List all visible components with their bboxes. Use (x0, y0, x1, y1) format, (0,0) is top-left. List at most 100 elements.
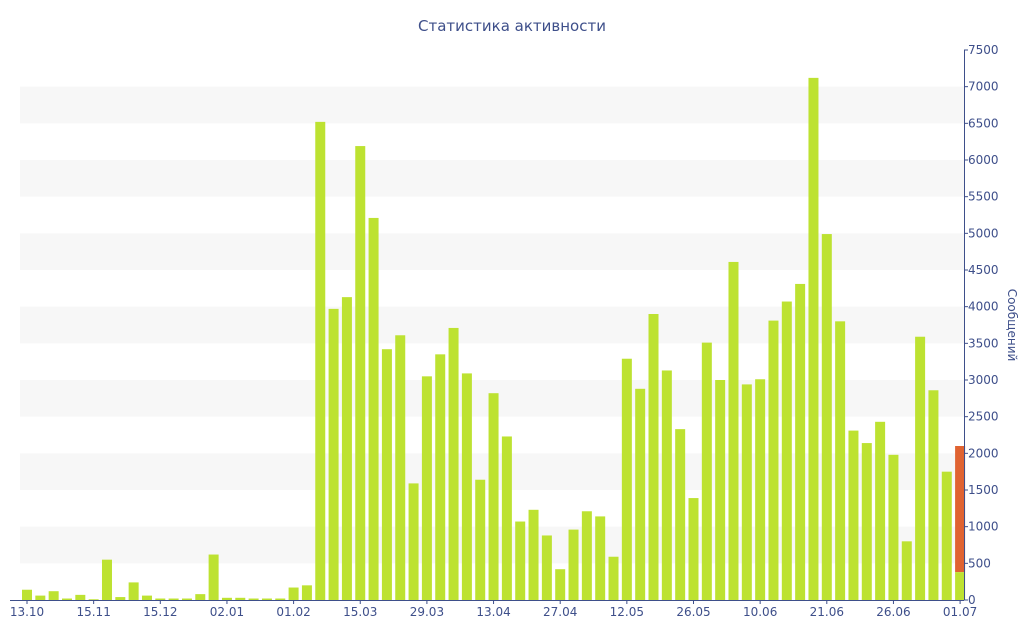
grid-band (20, 306, 964, 344)
x-tick-label: 10.06 (743, 605, 777, 619)
bar (941, 471, 952, 600)
y-tick-label: 0 (968, 593, 976, 607)
grid-band (20, 233, 964, 270)
bar (101, 559, 112, 600)
bar (595, 516, 606, 600)
bar (741, 384, 752, 600)
x-tick-label: 15.11 (76, 605, 110, 619)
bar (821, 234, 832, 601)
grid-bands (20, 86, 964, 564)
bar (195, 594, 206, 600)
bar (88, 599, 99, 600)
y-tick-label: 2500 (968, 410, 999, 424)
bar (781, 301, 792, 600)
x-tick-label: 13.10 (10, 605, 44, 619)
bar (581, 511, 592, 600)
bar (235, 597, 246, 600)
x-tick-label: 12.05 (610, 605, 644, 619)
bar (701, 342, 712, 600)
bar-highlight (955, 446, 966, 573)
bar (315, 121, 326, 600)
bar (528, 509, 539, 600)
bar (48, 591, 59, 600)
x-tick-label: 26.05 (676, 605, 710, 619)
y-tick-label: 4000 (968, 300, 999, 314)
bar (381, 349, 392, 600)
bar (75, 594, 86, 600)
bar (61, 598, 72, 600)
y-tick-label: 3000 (968, 373, 999, 387)
y-tick-label: 4500 (968, 263, 999, 277)
bar (368, 217, 379, 600)
bar (875, 421, 886, 600)
chart-title: Статистика активности (418, 17, 606, 35)
bar (475, 479, 486, 600)
bar (395, 335, 406, 600)
bar (128, 582, 139, 600)
bar (888, 454, 899, 600)
bar (35, 595, 46, 600)
bar (555, 569, 566, 600)
bar (835, 321, 846, 600)
x-tick-label: 21.06 (810, 605, 844, 619)
bar (955, 572, 966, 600)
bar (408, 483, 419, 600)
y-tick-label: 1000 (968, 520, 999, 534)
bar (755, 379, 766, 600)
x-tick-label: 27.04 (543, 605, 577, 619)
bar (488, 393, 499, 600)
bar (861, 443, 872, 600)
grid-band (20, 160, 964, 197)
bar (448, 327, 459, 600)
y-tick-label: 1500 (968, 483, 999, 497)
bar (715, 380, 726, 600)
bar (515, 521, 526, 600)
y-axis-label: Сообщений (1005, 289, 1019, 362)
x-tick-label: 15.03 (343, 605, 377, 619)
bar (915, 336, 926, 600)
bar (275, 598, 286, 600)
bar (22, 589, 32, 600)
bar (181, 598, 192, 600)
bar (848, 430, 859, 600)
bar (675, 429, 686, 600)
bar (341, 297, 352, 600)
bar (501, 436, 512, 600)
x-tick-label: 26.06 (876, 605, 910, 619)
bar (208, 554, 219, 600)
bar (795, 283, 806, 600)
bar (328, 308, 339, 600)
bar (688, 498, 699, 600)
x-tick-label: 29.03 (410, 605, 444, 619)
grid-band (20, 86, 964, 124)
bar (808, 77, 819, 600)
y-tick-label: 5500 (968, 190, 999, 204)
bar (541, 535, 552, 600)
bar (648, 314, 659, 600)
y-tick-label: 5000 (968, 226, 999, 240)
bar (168, 598, 179, 600)
bar (568, 529, 579, 600)
y-tick-label: 6000 (968, 153, 999, 167)
bar (661, 370, 672, 600)
bar (768, 320, 779, 600)
axes-layer: 0 500 1000 1500 2000 2500 3000 3500 4000 4500 5000… (10, 43, 999, 619)
bar (635, 388, 646, 600)
y-tick-label: 3500 (968, 336, 999, 350)
bar (928, 390, 939, 600)
bars-layer (22, 77, 966, 601)
x-tick-label: 15.12 (143, 605, 177, 619)
y-tick-label: 7000 (968, 80, 999, 94)
bar (115, 597, 126, 600)
x-tick-label: 01.07 (943, 605, 977, 619)
y-tick-label: 2000 (968, 446, 999, 460)
bar (621, 358, 632, 600)
x-tick-label: 02.01 (210, 605, 244, 619)
bar (261, 598, 272, 600)
bar (301, 585, 312, 600)
bar (221, 597, 232, 600)
x-tick-label: 01.02 (276, 605, 310, 619)
bar (435, 354, 446, 600)
bar (608, 556, 619, 600)
